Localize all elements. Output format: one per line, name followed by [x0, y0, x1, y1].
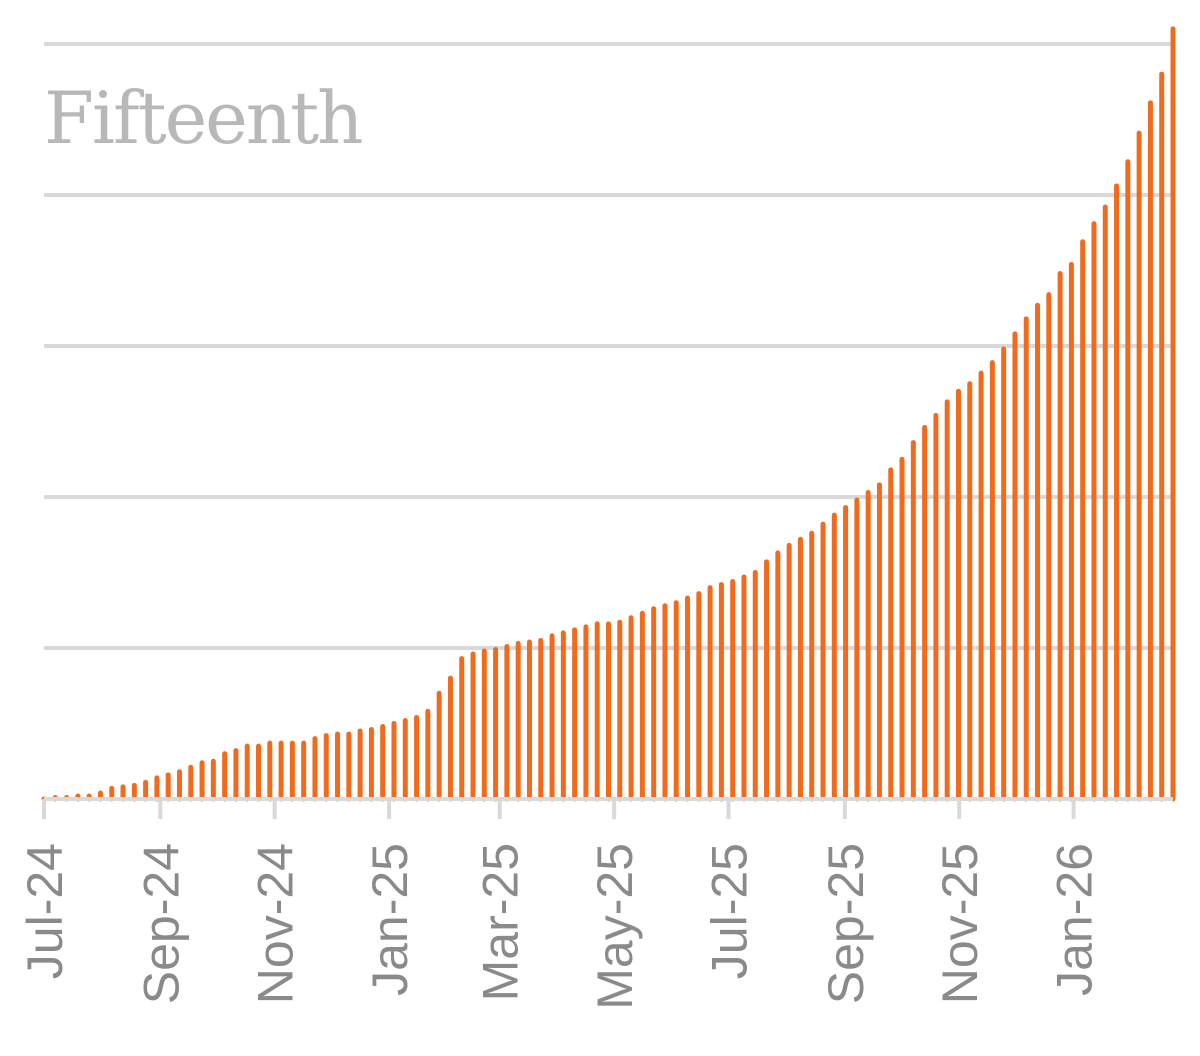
x-tick-label: Nov-25 [932, 843, 988, 1004]
x-tick-label: Jan-26 [1047, 843, 1103, 996]
x-tick-label: Jan-25 [362, 843, 418, 996]
x-tick-label: Mar-25 [473, 843, 529, 1001]
x-tick-label: Sep-25 [818, 843, 874, 1004]
x-tick-label: May-25 [587, 843, 643, 1010]
x-tick-label: Nov-24 [248, 843, 304, 1004]
x-tick-label: Jul-24 [17, 843, 73, 979]
gridlines [44, 42, 1173, 650]
x-tick-label: Jul-25 [702, 843, 758, 979]
bar-series [41, 26, 1176, 802]
chart-title: Fifteenth [44, 76, 362, 160]
x-axis: Jul-24 Sep-24 Nov-24 Jan-25 Mar-25 May-25 Jul-… [17, 799, 1103, 1010]
x-tick-label: Sep-24 [133, 843, 189, 1004]
